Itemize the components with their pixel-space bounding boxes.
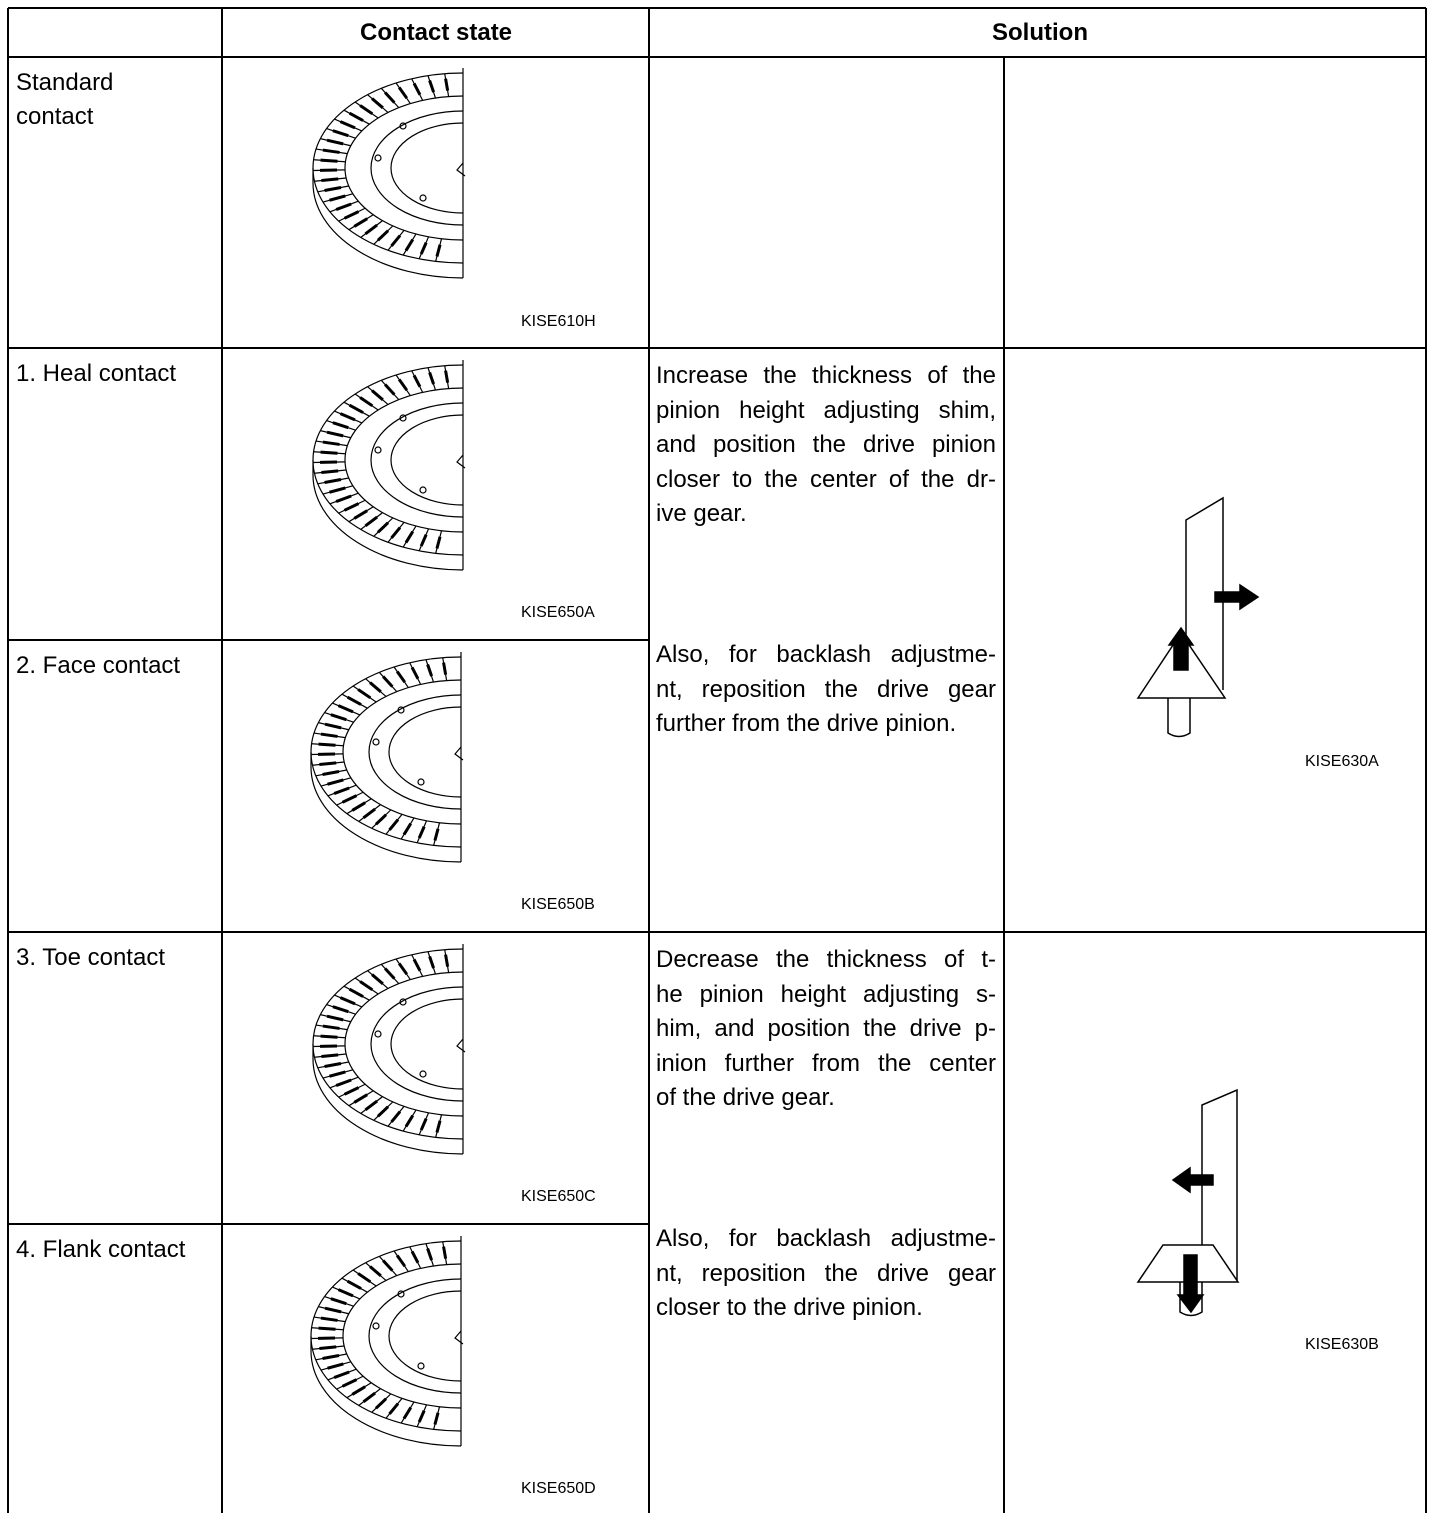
gear-illustration	[311, 942, 467, 1156]
image-code: KISE630A	[1305, 753, 1379, 770]
image-code: KISE610H	[521, 313, 596, 330]
row-label: contact	[16, 103, 94, 130]
gear-illustration	[309, 650, 465, 864]
pinion-diagram	[1136, 1088, 1240, 1317]
solution-text: nt, reposition the drive gear	[656, 675, 996, 703]
header-cell: Contact state	[360, 19, 513, 46]
gear-illustration	[309, 1234, 465, 1448]
row-label: 1. Heal contact	[16, 360, 177, 387]
solution-text: and position the drive pinion	[656, 431, 996, 458]
image-code: KISE650B	[521, 896, 595, 913]
solution-text: closer to the center of the dr-	[656, 465, 996, 493]
solution-text: Increase the thickness of the	[656, 362, 996, 389]
solution-text: pinion height adjusting shim,	[656, 396, 996, 424]
image-code: KISE650C	[521, 1188, 596, 1205]
solution-text: closer to the drive pinion.	[656, 1294, 923, 1321]
row-label: 3. Toe contact	[16, 944, 165, 971]
row-label: 2. Face contact	[16, 652, 181, 679]
header-cell: Solution	[992, 19, 1088, 46]
solution-text: him, and position the drive p-	[656, 1015, 996, 1042]
solution-text: Also, for backlash adjustme-	[656, 1225, 996, 1252]
row-label: 4. Flank contact	[16, 1236, 186, 1263]
solution-text: inion further from the center	[656, 1049, 996, 1077]
solution-text: Decrease the thickness of t-	[656, 946, 996, 973]
pinion-diagram	[1136, 496, 1260, 738]
solution-text: nt, reposition the drive gear	[656, 1259, 996, 1287]
solution-text: ive gear.	[656, 500, 747, 527]
gear-illustration	[311, 358, 467, 572]
solution-text: Also, for backlash adjustme-	[656, 641, 996, 668]
image-code: KISE650A	[521, 604, 595, 621]
row-label: Standard	[16, 69, 114, 96]
gear-illustration	[311, 66, 467, 280]
image-code: KISE650D	[521, 1480, 596, 1497]
solution-text: further from the drive pinion.	[656, 710, 957, 737]
solution-text: of the drive gear.	[656, 1084, 835, 1111]
grid	[7, 7, 1427, 1513]
solution-text: he pinion height adjusting s-	[656, 980, 996, 1008]
image-code: KISE630B	[1305, 1336, 1379, 1353]
